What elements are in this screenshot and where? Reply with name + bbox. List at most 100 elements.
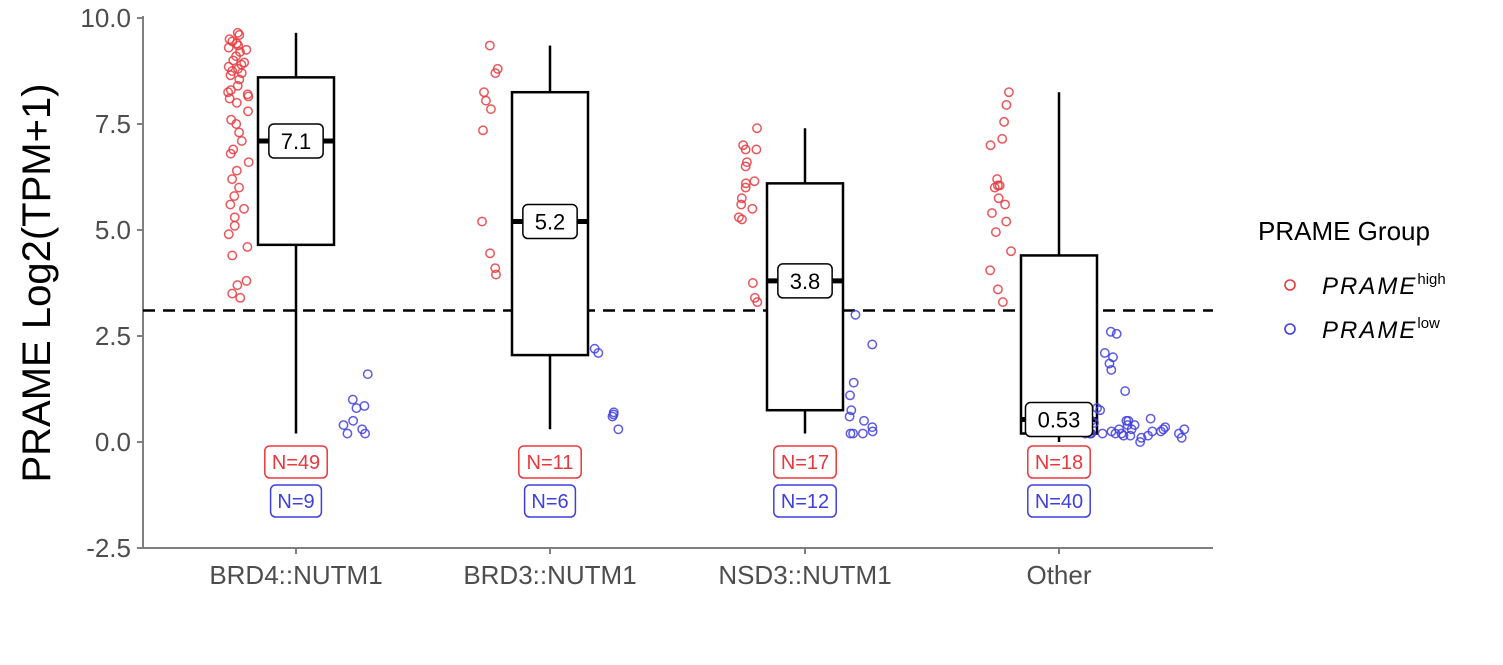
point-prame-high — [490, 263, 501, 274]
count-label-high-box — [773, 445, 837, 479]
x-tick-label: BRD3::NUTM1 — [463, 560, 636, 590]
x-tick-label: NSD3::NUTM1 — [718, 560, 891, 590]
y-tick-label: 5.0 — [95, 215, 131, 245]
point-prame-high — [231, 165, 242, 176]
point-prame-low — [846, 405, 857, 416]
point-prame-high — [752, 297, 763, 308]
point-prame-high — [234, 74, 245, 85]
point-prame-high — [241, 275, 252, 286]
point-prame-high — [234, 127, 245, 138]
labels-group: 7.1 5.2 3.8 0.53 N=49 N=9 N=11 N=6 N=17 N=12 N=18 N… — [264, 123, 1094, 518]
point-prame-low — [1099, 348, 1110, 358]
point-prame-high — [736, 193, 747, 204]
point-prame-high — [994, 180, 1005, 191]
count-label-low-box — [773, 484, 837, 518]
median-label-box — [1024, 401, 1094, 438]
point-prame-high — [223, 42, 234, 53]
count-label-high-box — [264, 445, 328, 479]
point-prame-high — [740, 161, 751, 172]
count-label-low: N=12 — [781, 491, 829, 513]
point-prame-high — [236, 136, 247, 146]
point-prame-low — [867, 426, 878, 437]
point-prame-low — [1135, 437, 1146, 447]
point-prame-high — [229, 212, 240, 223]
point-prame-high — [1000, 199, 1011, 210]
point-prame-high — [243, 157, 254, 168]
point-prame-low — [1126, 424, 1137, 435]
point-prame-low — [613, 424, 624, 435]
point-prame-high — [736, 214, 747, 225]
point-prame-low — [845, 428, 856, 439]
count-label-low-box — [269, 484, 323, 518]
point-prame-high — [223, 87, 234, 98]
point-prame-high — [740, 182, 751, 193]
point-prame-high — [999, 116, 1010, 127]
point-prame-low — [1095, 405, 1106, 416]
count-label-low-box — [523, 484, 577, 518]
count-label-high-box — [518, 445, 582, 479]
point-prame-low — [342, 428, 353, 439]
point-prame-high — [232, 280, 243, 291]
point-prame-low — [1105, 326, 1116, 337]
point-prame-high — [232, 80, 243, 91]
point-prame-low — [1111, 328, 1122, 339]
point-prame-high — [736, 199, 747, 210]
point-prame-low — [1123, 415, 1134, 426]
point-prame-high — [229, 191, 240, 202]
point-prame-low — [338, 420, 349, 430]
point-prame-high — [747, 278, 758, 288]
count-label-low: N=40 — [1035, 491, 1083, 513]
count-label-high: N=11 — [527, 452, 574, 474]
y-tick-label: 7.5 — [95, 109, 131, 139]
median-label-box — [522, 203, 578, 240]
point-prame-high — [239, 57, 250, 68]
point-prame-low — [859, 415, 869, 426]
box-iqr — [256, 76, 336, 247]
point-prame-high — [989, 182, 1000, 193]
point-prame-low — [1176, 432, 1187, 443]
x-tick-label: Other — [1026, 560, 1091, 590]
point-prame-high — [485, 104, 496, 115]
legend-marker — [1284, 323, 1296, 335]
boxes-group — [256, 32, 1099, 442]
point-prame-high — [479, 87, 489, 98]
points-group — [223, 27, 1190, 447]
point-prame-high — [231, 119, 242, 129]
point-prame-high — [477, 216, 487, 227]
point-prame-high — [227, 174, 238, 185]
median-label: 3.8 — [790, 269, 821, 294]
point-prame-low — [360, 428, 371, 439]
y-tick-label: 2.5 — [95, 321, 131, 351]
point-prame-high — [985, 265, 996, 276]
point-prame-high — [225, 70, 236, 81]
point-prame-low — [1143, 430, 1153, 441]
point-prame-low — [844, 411, 855, 422]
point-prame-low — [1158, 424, 1169, 435]
point-prame-high — [484, 40, 495, 51]
point-prame-low — [351, 403, 362, 414]
point-prame-high — [485, 248, 496, 259]
y-tick-label: -2.5 — [86, 533, 131, 563]
point-prame-high — [241, 44, 252, 55]
point-prame-low — [348, 415, 359, 426]
y-axis-title: PRAME Log2(TPM+1) — [15, 83, 59, 482]
point-prame-low — [1118, 430, 1129, 441]
point-prame-high — [225, 199, 236, 210]
point-prame-low — [1116, 428, 1127, 439]
point-prame-low — [1136, 432, 1147, 443]
point-prame-low — [867, 339, 878, 350]
point-prame-low — [850, 309, 861, 320]
point-prame-high — [741, 157, 752, 168]
count-label-high-box — [1027, 445, 1091, 479]
point-prame-high — [242, 242, 253, 252]
point-prame-high — [223, 229, 234, 240]
point-prame-high — [225, 148, 236, 159]
point-prame-high — [228, 55, 239, 66]
legend-label: PRAMEhigh — [1322, 271, 1446, 300]
point-prame-high — [997, 133, 1008, 144]
point-prame-high — [1006, 246, 1016, 257]
